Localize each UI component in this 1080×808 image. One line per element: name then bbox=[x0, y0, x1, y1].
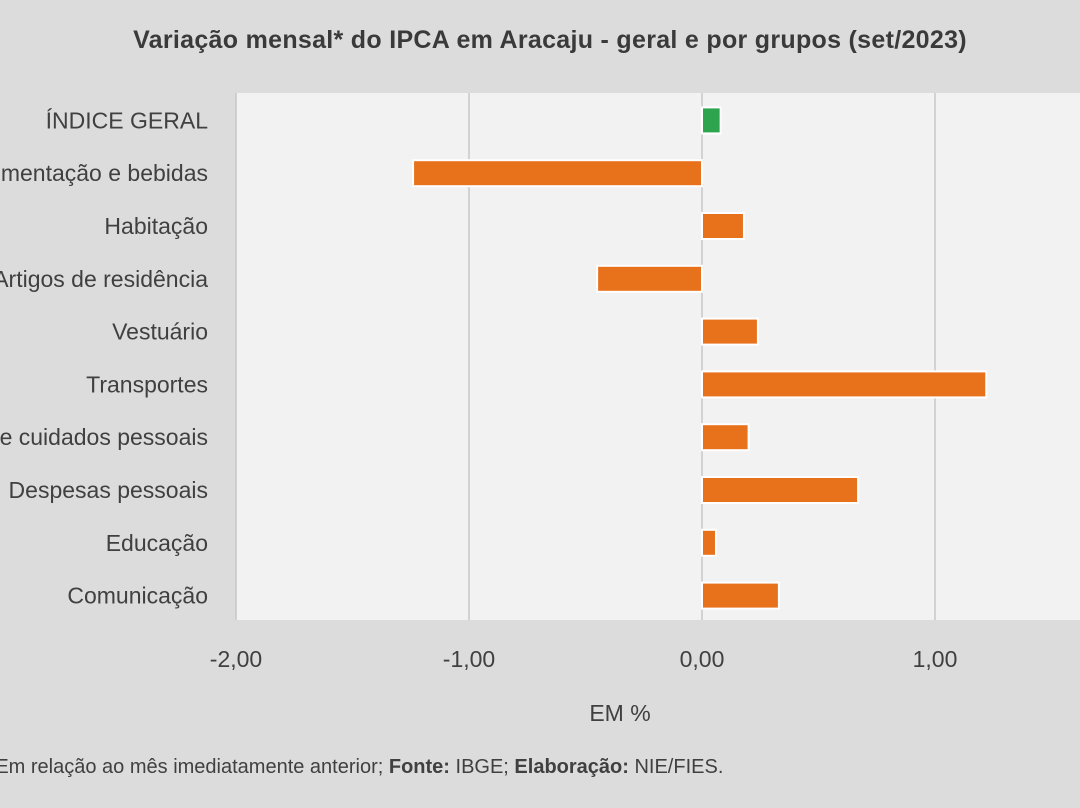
footnote-credit-value: NIE/FIES. bbox=[628, 756, 724, 778]
category-label: Artigos de residência bbox=[0, 266, 208, 292]
bar bbox=[701, 528, 717, 557]
footnote-source-label: Fonte: bbox=[388, 756, 450, 778]
bar bbox=[701, 317, 759, 346]
footnote: * Em relação ao mês imediatamente anteri… bbox=[0, 756, 723, 779]
footnote-source-value: IBGE; bbox=[449, 756, 515, 778]
category-label: Vestuário bbox=[112, 319, 208, 345]
chart-title: Variação mensal* do IPCA em Aracaju - ge… bbox=[133, 26, 967, 54]
bar bbox=[596, 264, 704, 293]
bar bbox=[701, 106, 722, 135]
x-tick-label: 0,00 bbox=[680, 646, 725, 672]
category-label: Alimentação e bebidas bbox=[0, 160, 208, 186]
bar bbox=[412, 159, 703, 188]
category-label: Despesas pessoais bbox=[9, 477, 208, 503]
category-label: Comunicação bbox=[67, 583, 208, 609]
bar bbox=[701, 370, 988, 399]
category-label: Educação bbox=[106, 530, 208, 556]
bar bbox=[701, 212, 745, 240]
category-label: Habitação bbox=[104, 213, 208, 239]
footnote-credit-label: Elaboração: bbox=[514, 756, 629, 778]
category-label: Saúde e cuidados pessoais bbox=[0, 424, 208, 450]
x-tick-label: -1,00 bbox=[443, 646, 495, 672]
bar bbox=[701, 476, 860, 504]
footnote-text: * Em relação ao mês imediatamente anteri… bbox=[0, 756, 389, 778]
x-tick-label: 1,00 bbox=[913, 646, 958, 672]
category-label: ÍNDICE GERAL bbox=[46, 107, 209, 133]
bar bbox=[701, 581, 780, 610]
bar bbox=[701, 423, 750, 452]
x-axis-label: EM % bbox=[589, 700, 651, 726]
category-label: Transportes bbox=[86, 371, 208, 397]
x-tick-label: -2,00 bbox=[210, 646, 262, 672]
